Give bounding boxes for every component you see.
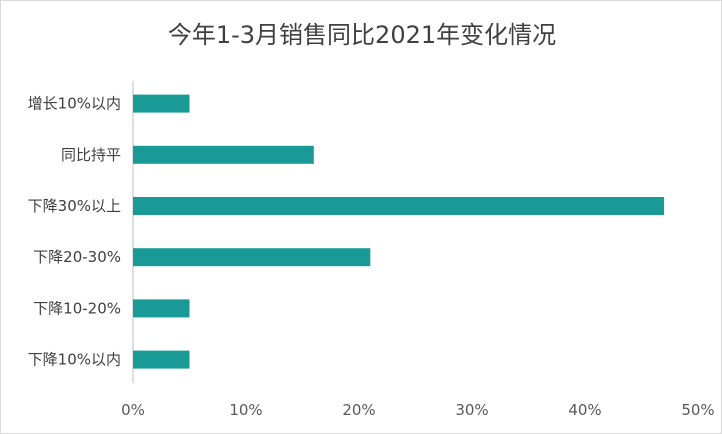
bar-0 xyxy=(133,94,190,113)
category-label-2: 下降30%以上 xyxy=(28,197,121,215)
x-tick-label-0: 0% xyxy=(121,401,145,419)
category-label-4: 下降10-20% xyxy=(33,299,121,317)
x-tick-label-3: 30% xyxy=(455,401,488,419)
category-label-3: 下降20-30% xyxy=(33,248,121,266)
bar-4 xyxy=(133,299,190,318)
bar-1 xyxy=(133,145,314,164)
category-label-5: 下降10%以内 xyxy=(28,351,121,369)
x-tick-label-5: 50% xyxy=(681,401,714,419)
category-label-0: 增长10%以内 xyxy=(28,95,121,113)
x-tick-label-4: 40% xyxy=(568,401,601,419)
chart-title: 今年1-3月销售同比2021年变化情况 xyxy=(167,21,557,49)
bar-3 xyxy=(133,248,371,267)
bar-5 xyxy=(133,350,190,369)
bar-2 xyxy=(133,197,665,215)
x-tick-labels: 0% 10% 20% 30% 40% 50% xyxy=(121,401,715,419)
x-tick-label-2: 20% xyxy=(342,401,375,419)
bars-group xyxy=(133,94,665,369)
category-label-1: 同比持平 xyxy=(61,146,121,164)
x-tick-label-1: 10% xyxy=(229,401,262,419)
